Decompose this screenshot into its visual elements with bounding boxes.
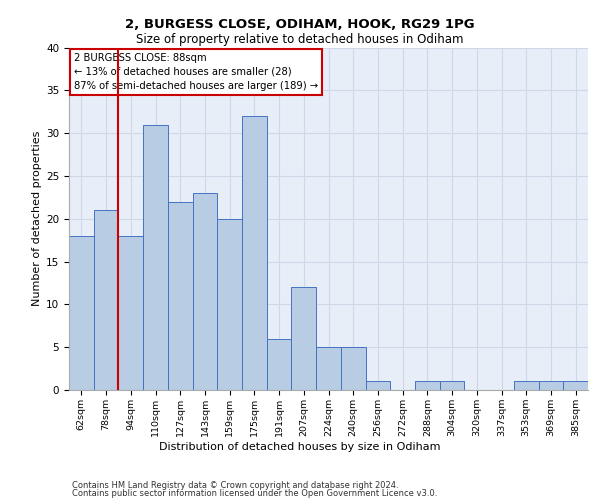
Text: Contains public sector information licensed under the Open Government Licence v3: Contains public sector information licen… [72, 488, 437, 498]
Y-axis label: Number of detached properties: Number of detached properties [32, 131, 42, 306]
Bar [94, 210, 118, 390]
Bar [143, 124, 168, 390]
Text: Distribution of detached houses by size in Odiham: Distribution of detached houses by size … [159, 442, 441, 452]
Text: 2, BURGESS CLOSE, ODIHAM, HOOK, RG29 1PG: 2, BURGESS CLOSE, ODIHAM, HOOK, RG29 1PG [125, 18, 475, 30]
Text: Contains HM Land Registry data © Crown copyright and database right 2024.: Contains HM Land Registry data © Crown c… [72, 481, 398, 490]
Text: 2 BURGESS CLOSE: 88sqm
← 13% of detached houses are smaller (28)
87% of semi-det: 2 BURGESS CLOSE: 88sqm ← 13% of detached… [74, 52, 319, 90]
Bar [118, 236, 143, 390]
Bar [514, 382, 539, 390]
Bar [365, 382, 390, 390]
Bar [341, 347, 365, 390]
Bar [69, 236, 94, 390]
Bar [415, 382, 440, 390]
Bar [563, 382, 588, 390]
Bar [217, 219, 242, 390]
Bar [539, 382, 563, 390]
Bar [267, 338, 292, 390]
Bar [168, 202, 193, 390]
Bar [316, 347, 341, 390]
Text: Size of property relative to detached houses in Odiham: Size of property relative to detached ho… [136, 32, 464, 46]
Bar [292, 287, 316, 390]
Bar [440, 382, 464, 390]
Bar [193, 193, 217, 390]
Bar [242, 116, 267, 390]
